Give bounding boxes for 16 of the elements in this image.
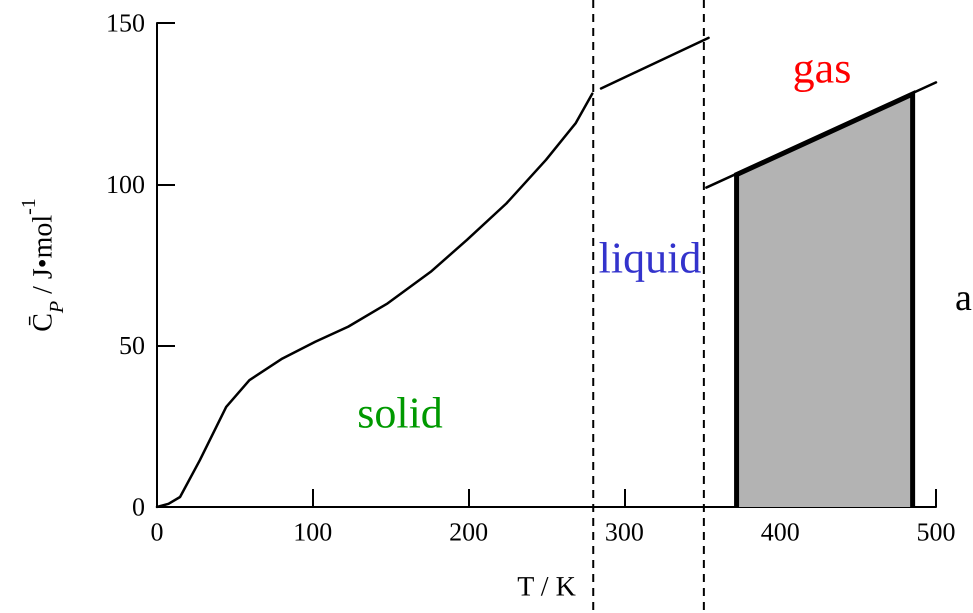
text: a [955, 277, 972, 319]
y-tick-label: 50 [119, 331, 145, 360]
x-tick-label: 200 [449, 518, 488, 546]
y-tick-label: 0 [132, 492, 145, 522]
annotation: gas [792, 44, 852, 92]
y-axis-title: C̄P / J•mol-1 [18, 198, 68, 332]
x-axis-title: T / K [517, 572, 576, 602]
x-tick-label: 500 [916, 518, 956, 546]
x-tick-label: 300 [604, 518, 644, 546]
x-tick-label: 0 [150, 518, 164, 546]
x-tick-label: 400 [760, 518, 800, 546]
y-tick-label: 100 [106, 170, 145, 199]
annotation: liquid [598, 234, 702, 282]
y-tick-label: 150 [106, 8, 145, 38]
x-tick-label: 100 [293, 518, 332, 546]
annotation: solid [357, 388, 443, 438]
